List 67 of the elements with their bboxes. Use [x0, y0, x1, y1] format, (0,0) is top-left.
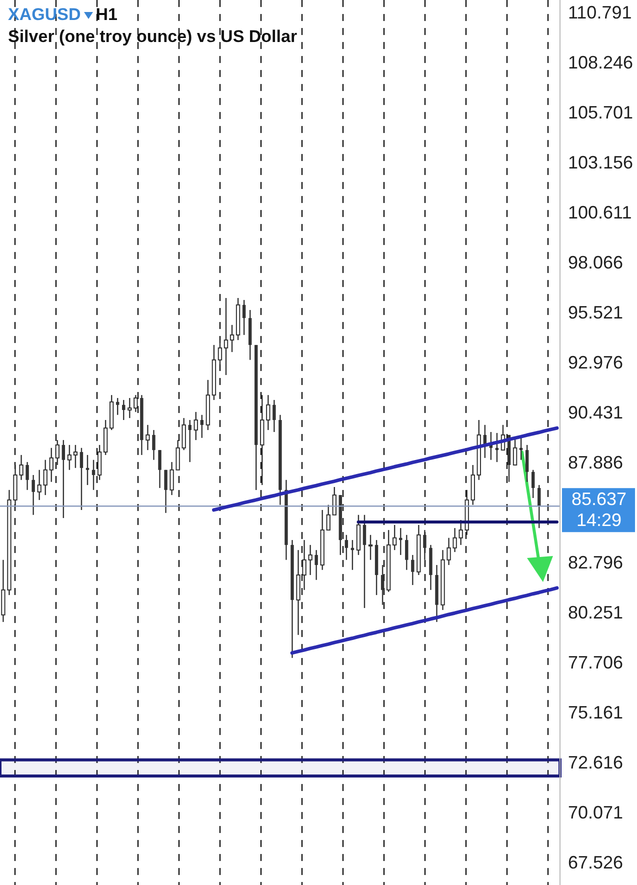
candlestick — [164, 469, 168, 514]
candlestick — [86, 454, 90, 486]
y-tick-label: 70.071 — [568, 802, 624, 822]
candlestick — [423, 529, 426, 560]
y-tick-label: 110.791 — [568, 2, 632, 22]
y-tick-label: 108.246 — [568, 52, 634, 72]
candlestick — [531, 469, 535, 499]
candlestick — [92, 459, 96, 491]
y-tick-label: 100.611 — [568, 202, 632, 222]
candlestick — [26, 461, 29, 491]
y-tick-label: 72.616 — [568, 752, 624, 772]
y-tick-label: 103.156 — [568, 152, 634, 172]
text: Silver (one troy ounce) vs US Dollar — [8, 26, 298, 48]
candlestick — [362, 514, 366, 609]
candlestick — [200, 414, 204, 438]
candlestick — [73, 444, 78, 469]
y-tick-label: 95.521 — [568, 302, 624, 322]
candlestick — [97, 444, 102, 481]
y-tick-label: 87.886 — [568, 452, 624, 472]
y-tick-label: 90.431 — [568, 402, 624, 422]
candlestick — [67, 444, 72, 471]
candlestick — [122, 399, 126, 421]
candlestick — [194, 411, 198, 441]
candlestick — [158, 449, 162, 489]
candlestick — [116, 397, 120, 416]
candlestick — [49, 447, 54, 482]
candlestick — [332, 486, 336, 516]
y-tick-label: 75.161 — [568, 702, 624, 722]
candlestick — [55, 439, 60, 466]
candlestick — [242, 299, 246, 336]
y-tick-label: 82.796 — [568, 552, 624, 572]
candlestick — [538, 484, 541, 529]
candlestick — [314, 549, 318, 581]
candlestick — [103, 419, 108, 456]
text: 14:29 — [576, 510, 622, 530]
candlestick — [32, 474, 35, 516]
candlestick — [218, 339, 222, 366]
y-tick-label: 92.976 — [568, 352, 624, 372]
y-tick-label: 98.066 — [568, 252, 624, 272]
candlestick — [368, 534, 373, 560]
chart-title: XAGUSD H1 — [8, 4, 118, 26]
candlestick — [43, 459, 48, 496]
candlestick — [392, 524, 397, 551]
candlestick — [380, 564, 384, 606]
y-tick-label: 77.706 — [568, 652, 624, 672]
candlestick — [405, 534, 408, 570]
candlestick — [80, 447, 84, 511]
candlestick — [272, 399, 276, 433]
candlestick — [230, 324, 234, 353]
ref-line-label: 85.637 — [571, 489, 627, 510]
line-series — [212, 426, 559, 512]
candlestick — [512, 437, 518, 466]
candlestick — [266, 394, 270, 431]
candlestick — [525, 444, 529, 482]
candlestick — [146, 424, 150, 451]
line-series — [290, 586, 559, 655]
candlestick — [62, 439, 66, 519]
y-tick-label: 67.526 — [568, 852, 624, 872]
candlestick — [188, 419, 192, 463]
candlestick — [224, 297, 228, 376]
y-tick-label: 80.251 — [568, 602, 624, 622]
y-tick-label: 105.701 — [568, 102, 634, 122]
candlestick — [411, 554, 414, 586]
candlestick — [344, 534, 348, 560]
candlestick — [326, 504, 330, 531]
candlestick — [37, 469, 42, 501]
candlestick — [152, 429, 156, 460]
